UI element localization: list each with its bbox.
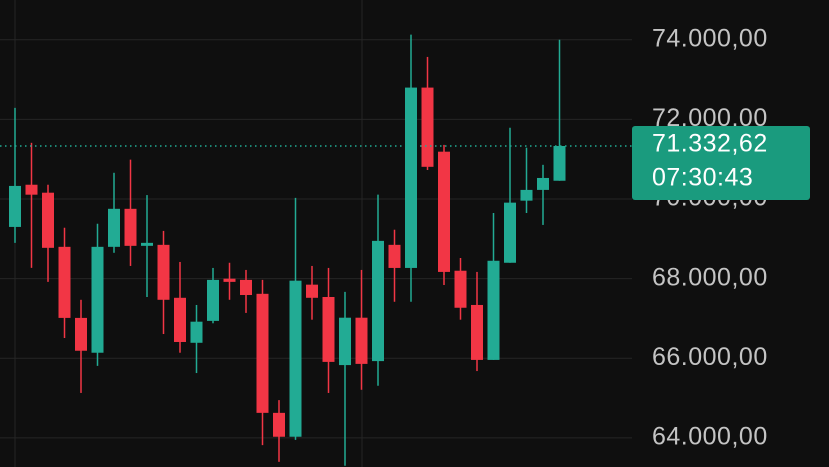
candle-body [190,321,203,343]
candle-body [256,293,269,413]
last-price-box [632,126,810,201]
candle-body [520,189,533,201]
candle-body [306,284,318,298]
candle-body [157,244,170,300]
overlay: 71.332,62 07:30:43 [0,126,810,201]
candle-body [322,297,335,362]
candle-body [174,297,186,342]
last-price-label: 71.332,62 [652,130,768,158]
candle-body [372,240,384,362]
candle-body [91,246,104,353]
candle-body [223,278,236,282]
candle-body [438,151,450,272]
candle-body [207,279,219,321]
candle-body [9,185,21,227]
y-tick-label: 68.000,00 [652,263,768,291]
candle-body [289,280,302,437]
candle-body [58,246,71,318]
candle-body [339,317,351,366]
y-tick-label: 66.000,00 [652,343,768,371]
candle-body [405,87,417,268]
candle-body [42,192,54,248]
candle-body [388,244,401,268]
candle-body [141,242,153,246]
candle-body [454,270,467,308]
y-tick-label: 64.000,00 [652,423,768,451]
candles [9,34,566,466]
candle-body [553,146,566,181]
candle-body [355,317,368,364]
candle-body [487,260,500,360]
candle-body [537,177,549,190]
candle-body [471,304,483,360]
candle-body [421,87,434,167]
candle-body [504,202,516,263]
candle-body [108,208,120,247]
y-tick-label: 74.000,00 [652,24,768,52]
candle-body [124,208,137,246]
candle-body [240,279,252,296]
countdown-label: 07:30:43 [652,164,753,192]
candle-body [273,412,285,437]
candle-body [75,317,87,351]
candle-body [25,184,38,195]
